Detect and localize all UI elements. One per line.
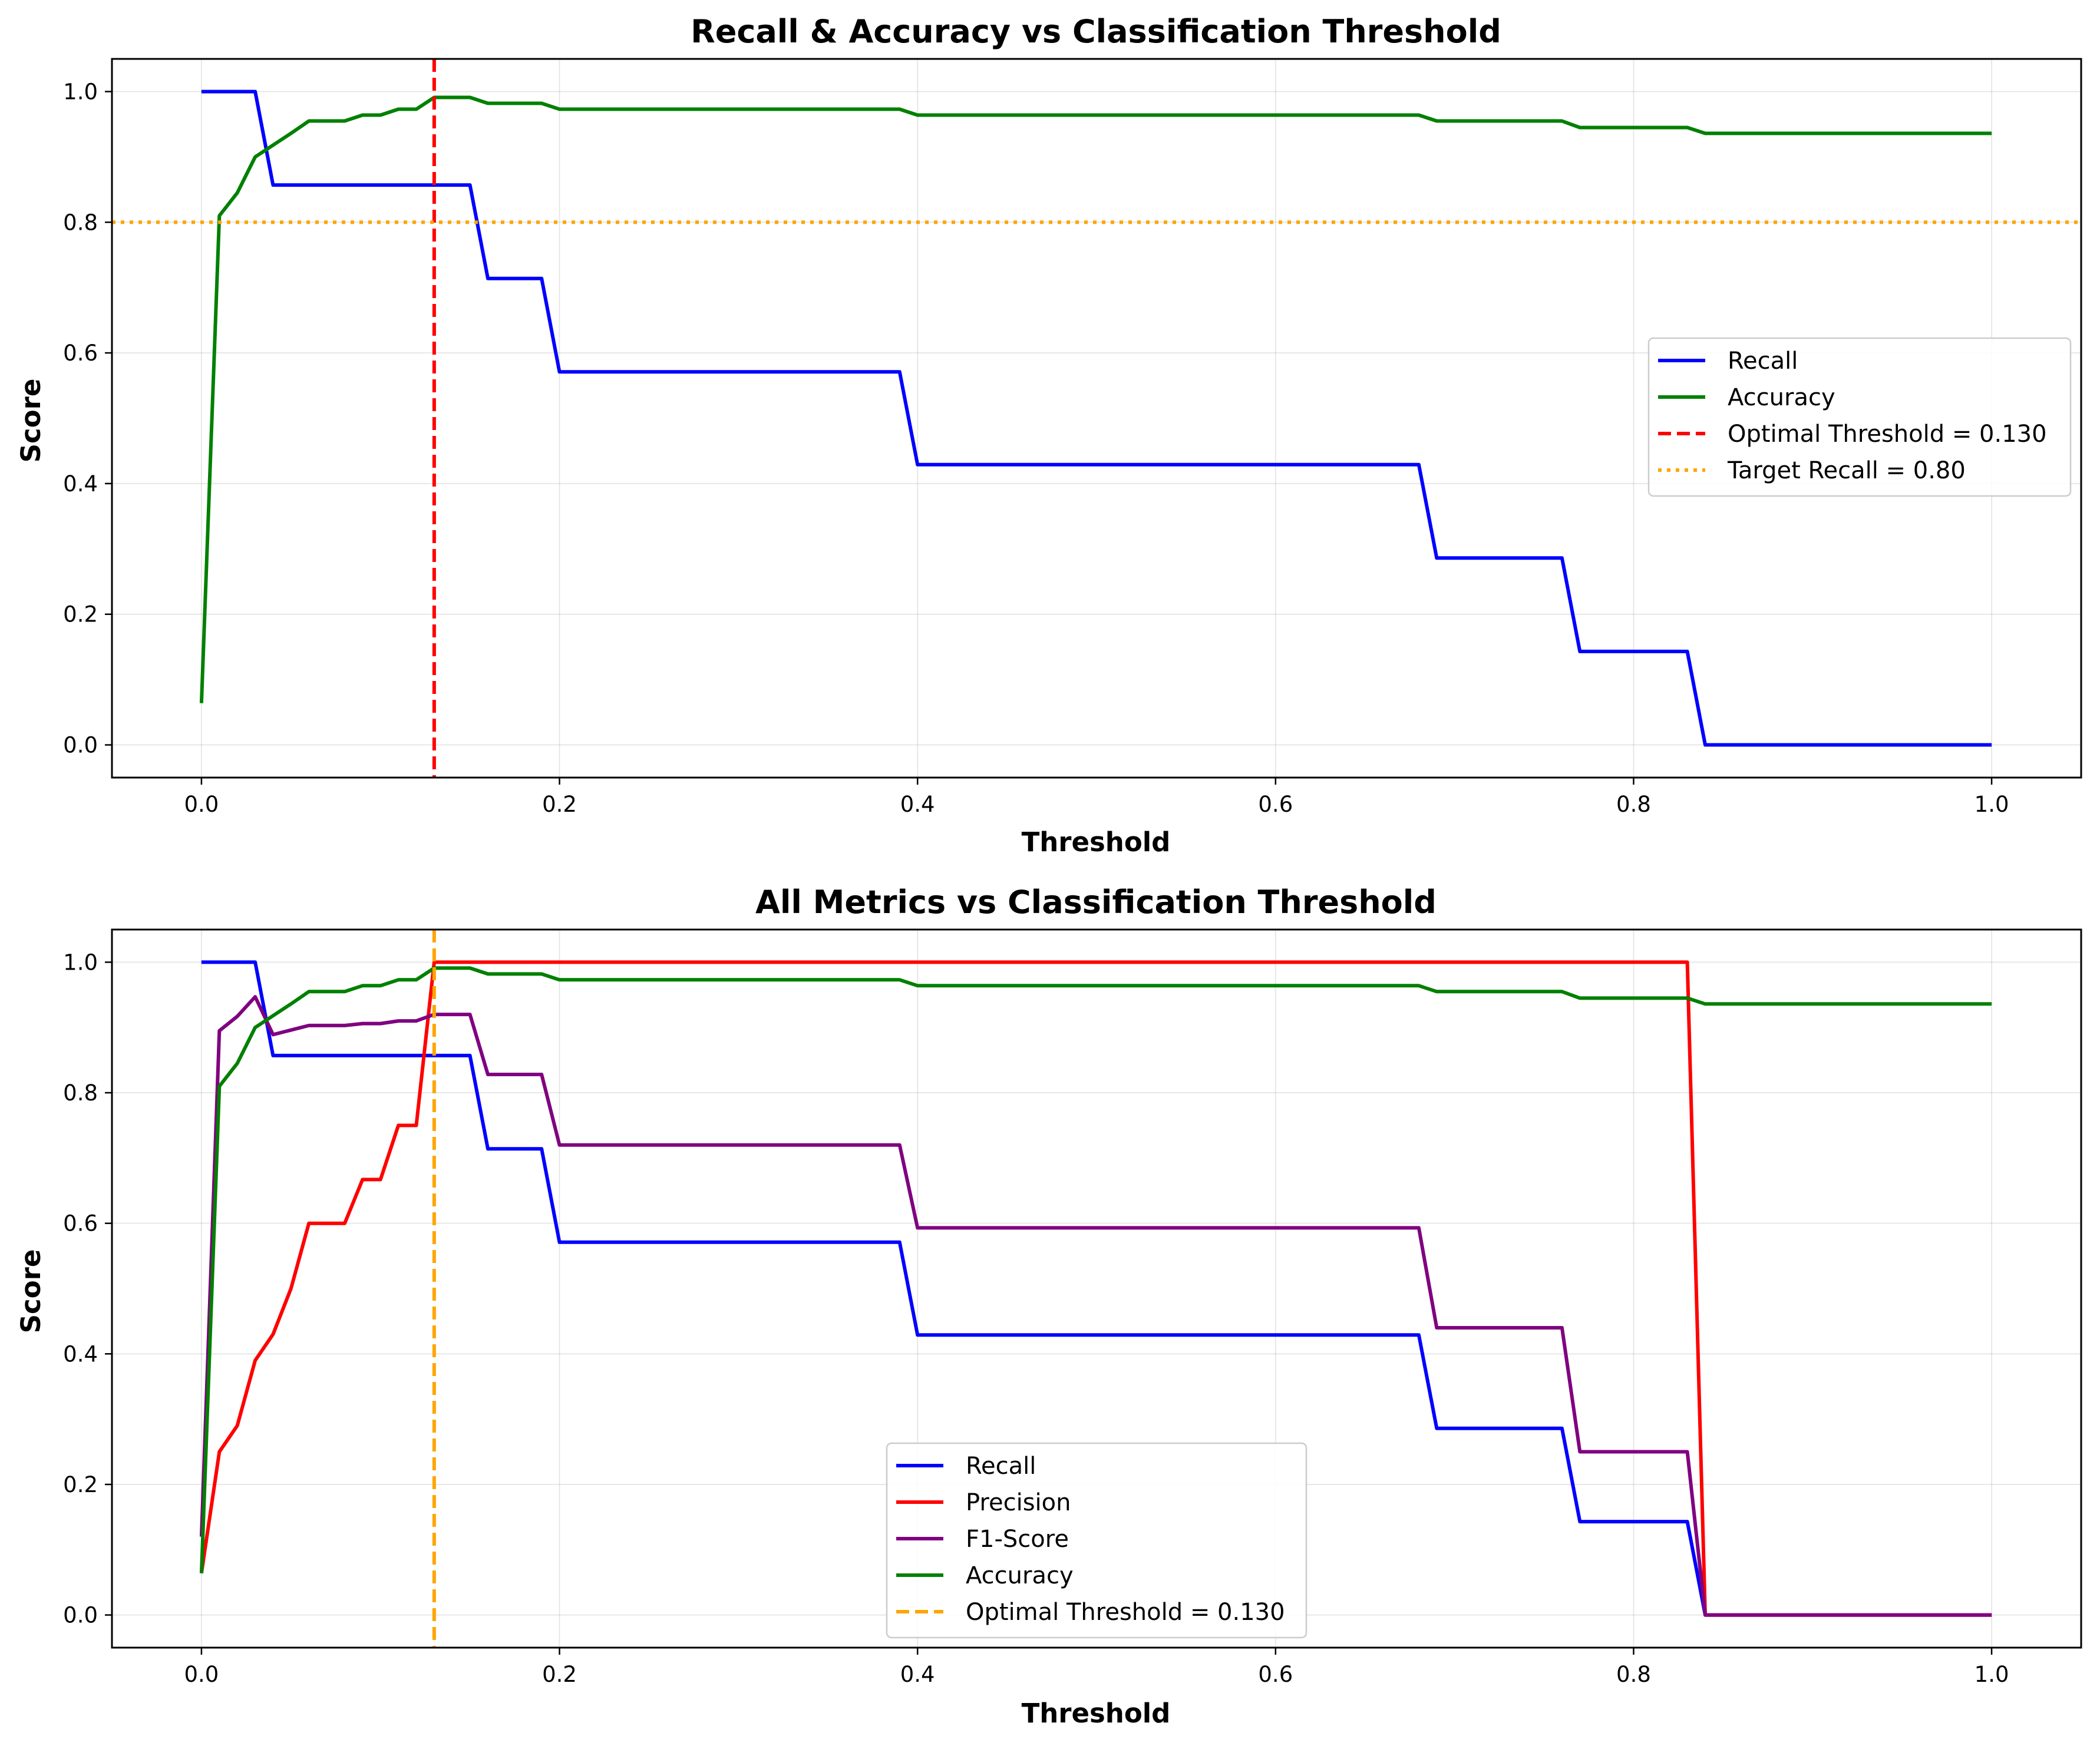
x-tick-label: 0.2	[542, 1662, 577, 1687]
legend-box	[1647, 337, 2072, 497]
x-tick-label: 0.8	[1616, 1662, 1651, 1687]
y-axis-label: Score	[15, 379, 47, 463]
x-tick-label: 0.0	[184, 1662, 219, 1687]
y-axis-label: Score	[15, 1249, 47, 1334]
legend-label: F1-Score	[966, 1526, 1069, 1553]
series-line-recall	[201, 960, 1992, 1617]
series-line-accuracy	[199, 95, 1992, 703]
y-tick-label: 0.4	[63, 1341, 98, 1367]
legend-box	[886, 1442, 1307, 1639]
y-tick-label: 0.2	[63, 602, 98, 627]
plot-frame	[111, 58, 2082, 779]
legend: Recall Precision F1-Score Accuracy Optimal T…	[886, 1442, 1307, 1639]
axis-ticks: 0.0 0.2 0.4 0.6 0.8 1.0 0.0 0.2 0.4 0.6 0.8 1.0	[63, 950, 2009, 1687]
x-tick-label: 0.6	[1258, 1662, 1293, 1687]
series-line-precision	[199, 960, 1992, 1617]
chart-all-metrics: All Metrics vs Classification Threshold …	[15, 884, 2082, 1729]
y-tick-label: 0.4	[63, 471, 98, 497]
x-axis-label: Threshold	[1022, 826, 1171, 858]
x-tick-label: 0.8	[1616, 792, 1651, 817]
x-tick-label: 0.4	[900, 1662, 935, 1687]
series-group	[112, 59, 2081, 778]
y-tick-label: 0.8	[63, 1080, 98, 1106]
y-tick-label: 0.8	[63, 210, 98, 235]
legend-label: Target Recall = 0.80	[1727, 457, 1966, 484]
x-tick-label: 1.0	[1974, 1662, 2009, 1687]
legend-label: Recall	[1728, 348, 1798, 375]
x-tick-label: 1.0	[1974, 792, 2009, 817]
y-tick-label: 1.0	[63, 950, 98, 975]
axis-ticks: 0.0 0.2 0.4 0.6 0.8 1.0 0.0 0.2 0.4 0.6 0.8 1.0	[63, 79, 2009, 817]
y-tick-label: 0.0	[63, 1603, 98, 1628]
legend: Recall Accuracy Optimal Threshold = 0.130 T…	[1647, 337, 2072, 497]
chart-title: Recall & Accuracy vs Classification Thre…	[691, 13, 1501, 50]
y-tick-label: 0.6	[63, 1211, 98, 1236]
x-tick-label: 0.6	[1258, 792, 1293, 817]
legend-label: Optimal Threshold = 0.130	[1728, 421, 2047, 448]
series-group	[199, 930, 1992, 1648]
legend-label: Optimal Threshold = 0.130	[966, 1599, 1285, 1626]
x-tick-label: 0.0	[184, 792, 219, 817]
series-line-accuracy	[199, 966, 1992, 1573]
y-tick-label: 0.0	[63, 733, 98, 758]
x-tick-label: 0.2	[542, 792, 577, 817]
y-tick-label: 0.2	[63, 1472, 98, 1497]
legend-label: Accuracy	[966, 1562, 1074, 1589]
legend-label: Recall	[966, 1453, 1036, 1480]
x-tick-label: 0.4	[900, 792, 935, 817]
y-tick-label: 1.0	[63, 79, 98, 104]
plot-frame	[111, 928, 2082, 1649]
series-line-recall	[201, 90, 1992, 747]
chart-title: All Metrics vs Classification Threshold	[755, 884, 1437, 921]
series-line-f1-score	[199, 995, 1992, 1617]
legend-label: Accuracy	[1728, 384, 1835, 411]
x-axis-label: Threshold	[1022, 1698, 1171, 1729]
y-tick-label: 0.6	[63, 340, 98, 366]
chart-recall-accuracy: Recall & Accuracy vs Classification Thre…	[15, 13, 2082, 858]
legend-label: Precision	[966, 1489, 1071, 1516]
